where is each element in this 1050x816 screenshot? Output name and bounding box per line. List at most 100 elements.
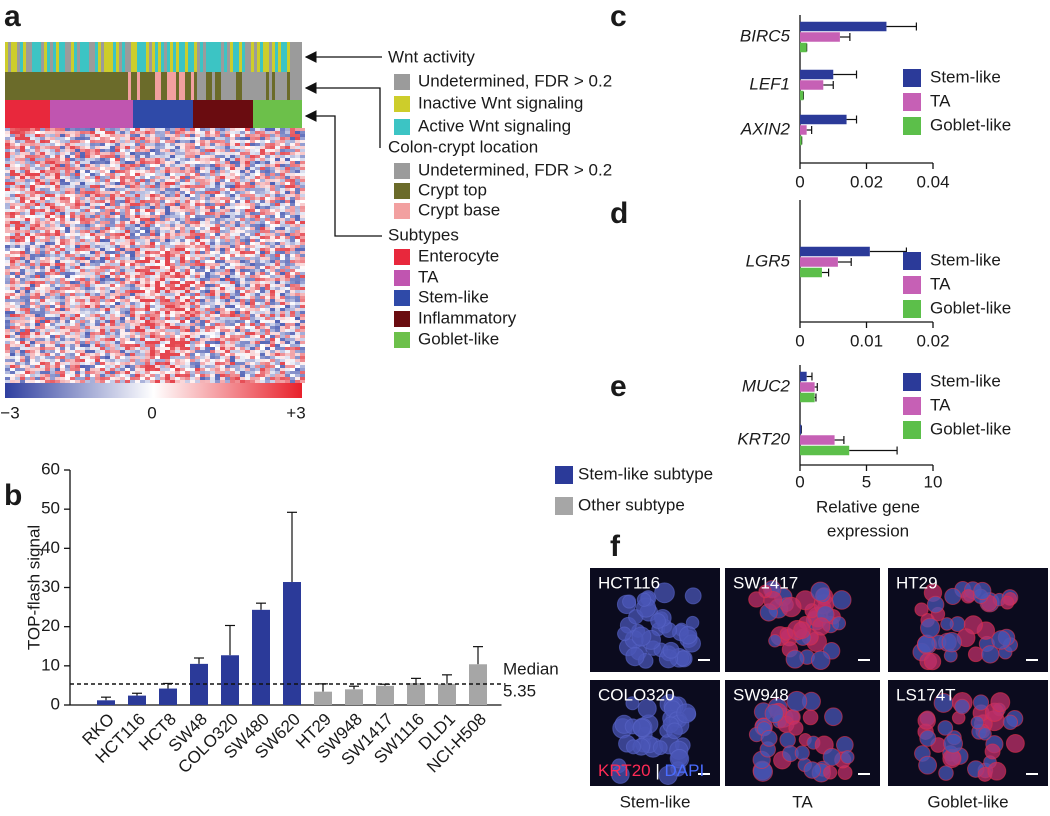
heat-cell — [285, 194, 290, 197]
heat-cell — [30, 260, 35, 263]
heat-cell — [255, 146, 260, 149]
heatmap — [5, 42, 305, 383]
heat-cell — [140, 161, 145, 164]
heat-cell — [150, 170, 155, 173]
heat-cell — [285, 341, 290, 344]
heat-cell — [195, 239, 200, 242]
heat-cell — [200, 182, 205, 185]
heat-cell — [10, 191, 15, 194]
heat-cell — [55, 224, 60, 227]
heat-cell — [210, 224, 215, 227]
heat-cell — [165, 290, 170, 293]
heat-cell — [220, 209, 225, 212]
heat-cell — [40, 218, 45, 221]
heat-cell — [200, 149, 205, 152]
heat-cell — [280, 302, 285, 305]
heat-cell — [260, 170, 265, 173]
heat-cell — [120, 260, 125, 263]
heat-cell — [195, 353, 200, 356]
heat-cell — [235, 239, 240, 242]
heat-cell — [95, 128, 100, 131]
heat-cell — [70, 170, 75, 173]
heat-cell — [45, 209, 50, 212]
heat-cell — [95, 356, 100, 359]
heat-cell — [290, 167, 295, 170]
heat-cell — [285, 362, 290, 365]
heat-cell — [155, 251, 160, 254]
heat-cell — [185, 362, 190, 365]
heat-cell — [280, 209, 285, 212]
heat-cell — [225, 239, 230, 242]
heat-cell — [65, 287, 70, 290]
heat-cell — [270, 338, 275, 341]
heat-cell — [295, 230, 300, 233]
heat-cell — [40, 347, 45, 350]
heat-cell — [250, 341, 255, 344]
heat-cell — [275, 209, 280, 212]
heat-cell — [60, 149, 65, 152]
heat-cell — [125, 200, 130, 203]
heat-cell — [285, 233, 290, 236]
heat-cell — [105, 131, 110, 134]
heat-cell — [15, 296, 20, 299]
heat-cell — [145, 311, 150, 314]
heat-cell — [235, 212, 240, 215]
heat-cell — [200, 269, 205, 272]
heat-cell — [85, 128, 90, 131]
heat-cell — [295, 137, 300, 140]
wnt-strip — [254, 42, 257, 72]
heat-cell — [50, 287, 55, 290]
heat-cell — [215, 224, 220, 227]
heat-cell — [235, 233, 240, 236]
heat-cell — [25, 305, 30, 308]
heat-cell — [255, 293, 260, 296]
heat-cell — [155, 263, 160, 266]
heat-cell — [160, 152, 165, 155]
heat-cell — [45, 164, 50, 167]
heat-cell — [35, 245, 40, 248]
heat-cell — [290, 188, 295, 191]
wnt-strip — [62, 42, 65, 72]
heat-cell — [290, 218, 295, 221]
heat-cell — [70, 338, 75, 341]
wnt-strip — [101, 42, 104, 72]
heat-cell — [20, 332, 25, 335]
heat-cell — [210, 140, 215, 143]
heat-cell — [245, 296, 250, 299]
heat-cell — [135, 362, 140, 365]
heat-cell — [100, 308, 105, 311]
heat-cell — [120, 365, 125, 368]
heat-cell — [170, 182, 175, 185]
heat-cell — [300, 353, 305, 356]
heat-cell — [175, 197, 180, 200]
heat-cell — [155, 185, 160, 188]
heat-cell — [50, 266, 55, 269]
heat-cell — [85, 275, 90, 278]
heat-cell — [160, 164, 165, 167]
heat-cell — [235, 209, 240, 212]
heat-cell — [75, 233, 80, 236]
heat-cell — [170, 227, 175, 230]
heat-cell — [145, 131, 150, 134]
heat-cell — [190, 245, 195, 248]
heat-cell — [260, 311, 265, 314]
heat-cell — [125, 275, 130, 278]
heat-cell — [150, 350, 155, 353]
heat-cell — [20, 275, 25, 278]
heat-cell — [205, 323, 210, 326]
heat-cell — [135, 242, 140, 245]
heat-cell — [230, 293, 235, 296]
crypt-strip — [281, 72, 284, 100]
heat-cell — [75, 179, 80, 182]
wnt-strip — [35, 42, 38, 72]
heat-cell — [45, 206, 50, 209]
heat-cell — [85, 341, 90, 344]
heat-cell — [285, 203, 290, 206]
heat-cell — [110, 263, 115, 266]
heat-cell — [75, 155, 80, 158]
heat-cell — [190, 359, 195, 362]
heat-cell — [60, 230, 65, 233]
heat-cell — [190, 335, 195, 338]
heat-cell — [120, 320, 125, 323]
wnt-strip — [113, 42, 116, 72]
